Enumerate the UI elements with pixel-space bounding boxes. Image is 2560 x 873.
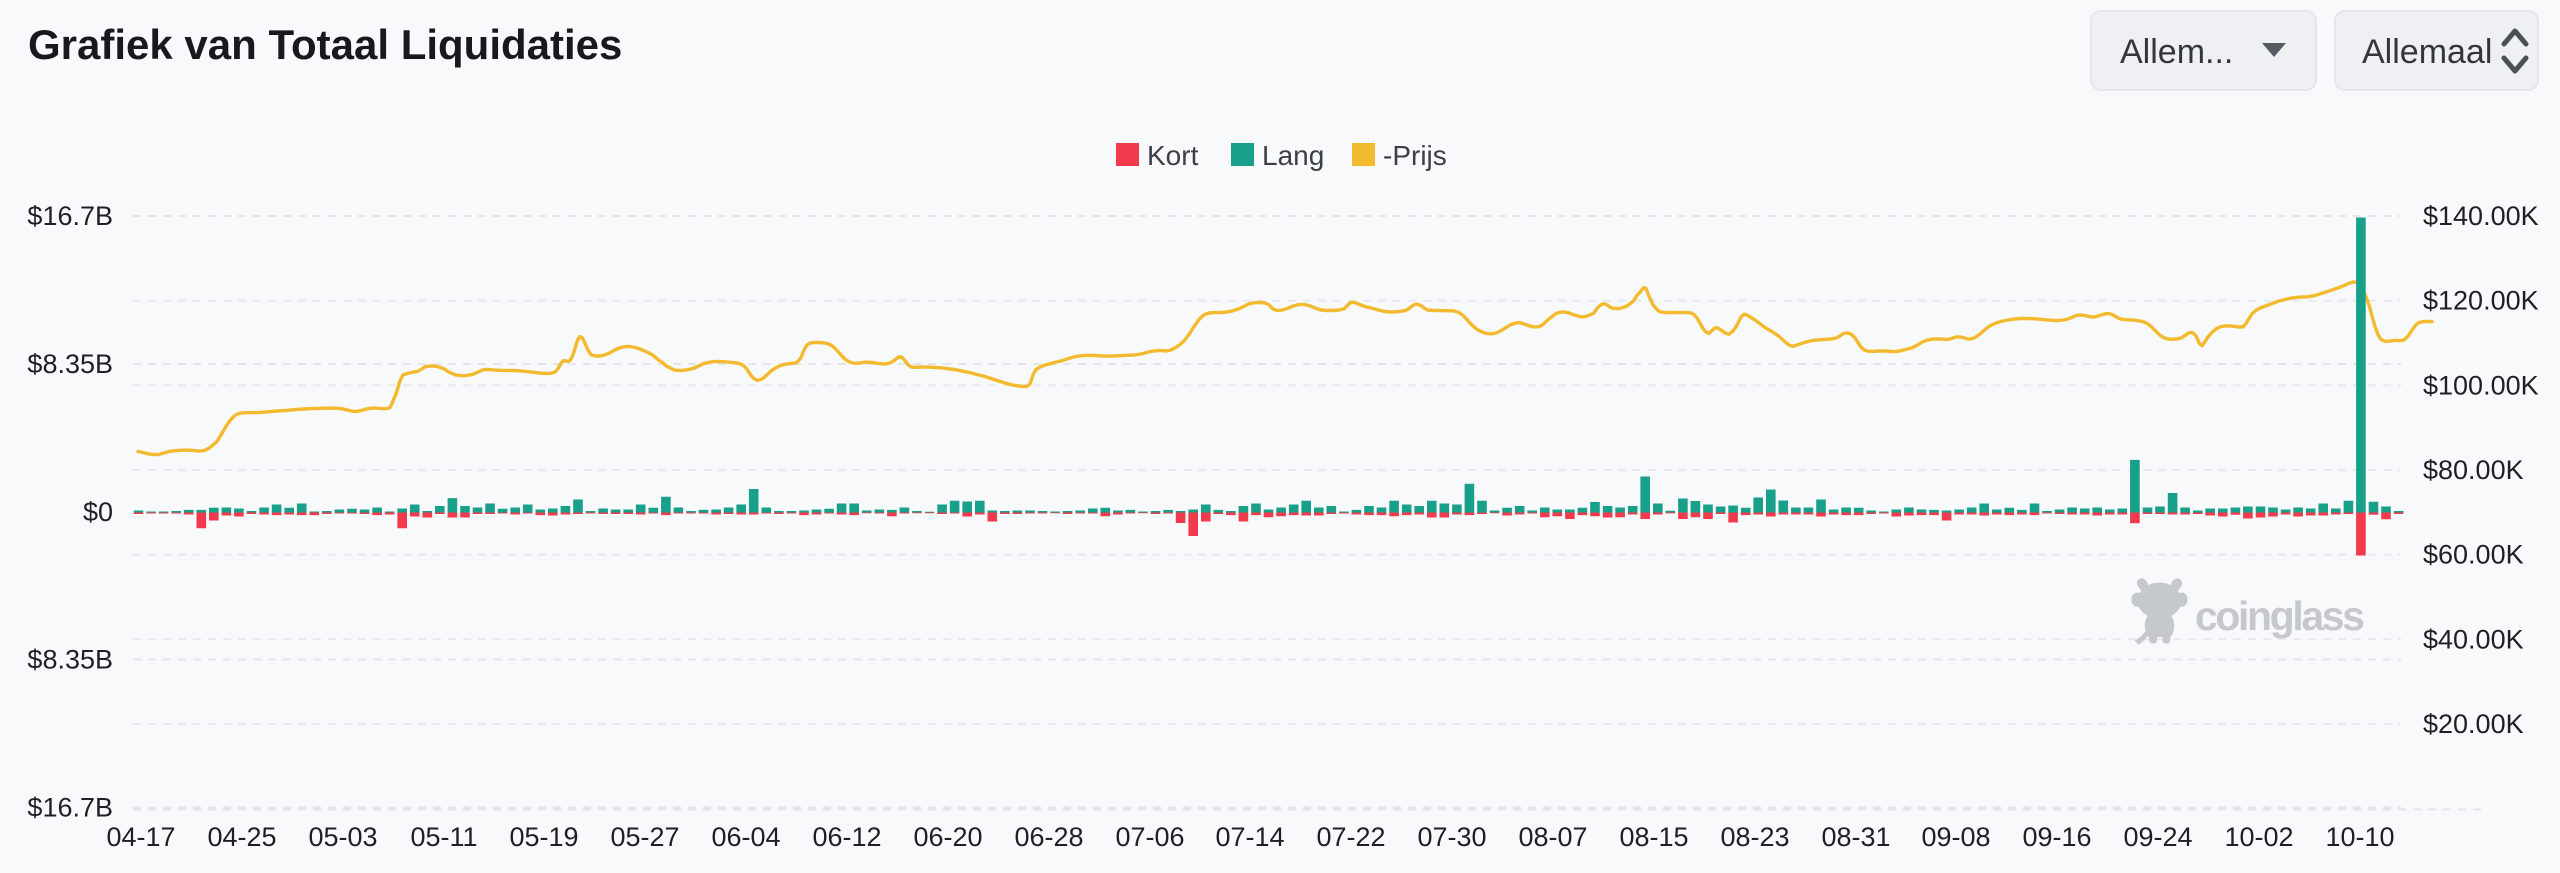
svg-text:07-14: 07-14 <box>1215 822 1284 852</box>
svg-text:Grafiek van Totaal Liquidaties: Grafiek van Totaal Liquidaties <box>28 21 622 68</box>
svg-text:$100.00K: $100.00K <box>2423 370 2539 400</box>
svg-text:07-30: 07-30 <box>1417 822 1486 852</box>
svg-text:$140.00K: $140.00K <box>2423 201 2539 231</box>
svg-text:05-03: 05-03 <box>308 822 377 852</box>
svg-text:04-25: 04-25 <box>207 822 276 852</box>
svg-text:05-11: 05-11 <box>410 822 477 852</box>
svg-text:05-27: 05-27 <box>610 822 679 852</box>
svg-text:$60.00K: $60.00K <box>2423 540 2524 570</box>
svg-text:coinglass: coinglass <box>2195 593 2364 639</box>
svg-text:06-12: 06-12 <box>812 822 881 852</box>
svg-text:09-16: 09-16 <box>2022 822 2091 852</box>
svg-text:$20.00K: $20.00K <box>2423 709 2524 739</box>
svg-text:09-08: 09-08 <box>1921 822 1990 852</box>
svg-text:Allemaal: Allemaal <box>2362 33 2492 71</box>
svg-text:05-19: 05-19 <box>509 822 578 852</box>
svg-text:Allem...: Allem... <box>2120 33 2233 71</box>
svg-text:07-22: 07-22 <box>1316 822 1385 852</box>
svg-text:10-02: 10-02 <box>2224 822 2293 852</box>
svg-text:06-20: 06-20 <box>913 822 982 852</box>
svg-text:06-28: 06-28 <box>1014 822 1083 852</box>
svg-text:$0: $0 <box>83 497 113 527</box>
svg-text:08-15: 08-15 <box>1619 822 1688 852</box>
svg-text:07-06: 07-06 <box>1115 822 1184 852</box>
svg-text:$40.00K: $40.00K <box>2423 624 2524 654</box>
svg-text:Kort: Kort <box>1147 140 1199 171</box>
svg-text:04-17: 04-17 <box>106 822 175 852</box>
svg-text:06-04: 06-04 <box>711 822 780 852</box>
svg-text:$80.00K: $80.00K <box>2423 455 2524 485</box>
svg-text:$8.35B: $8.35B <box>27 645 113 675</box>
svg-text:08-07: 08-07 <box>1518 822 1587 852</box>
svg-text:09-24: 09-24 <box>2123 822 2192 852</box>
svg-text:08-23: 08-23 <box>1720 822 1789 852</box>
svg-text:$8.35B: $8.35B <box>27 349 113 379</box>
svg-text:08-31: 08-31 <box>1821 822 1890 852</box>
svg-text:Lang: Lang <box>1262 140 1324 171</box>
svg-text:$16.7B: $16.7B <box>27 793 113 823</box>
svg-text:$120.00K: $120.00K <box>2423 286 2539 316</box>
svg-text:10-10: 10-10 <box>2325 822 2394 852</box>
svg-text:$16.7B: $16.7B <box>27 201 113 231</box>
svg-text:-Prijs: -Prijs <box>1383 140 1447 171</box>
